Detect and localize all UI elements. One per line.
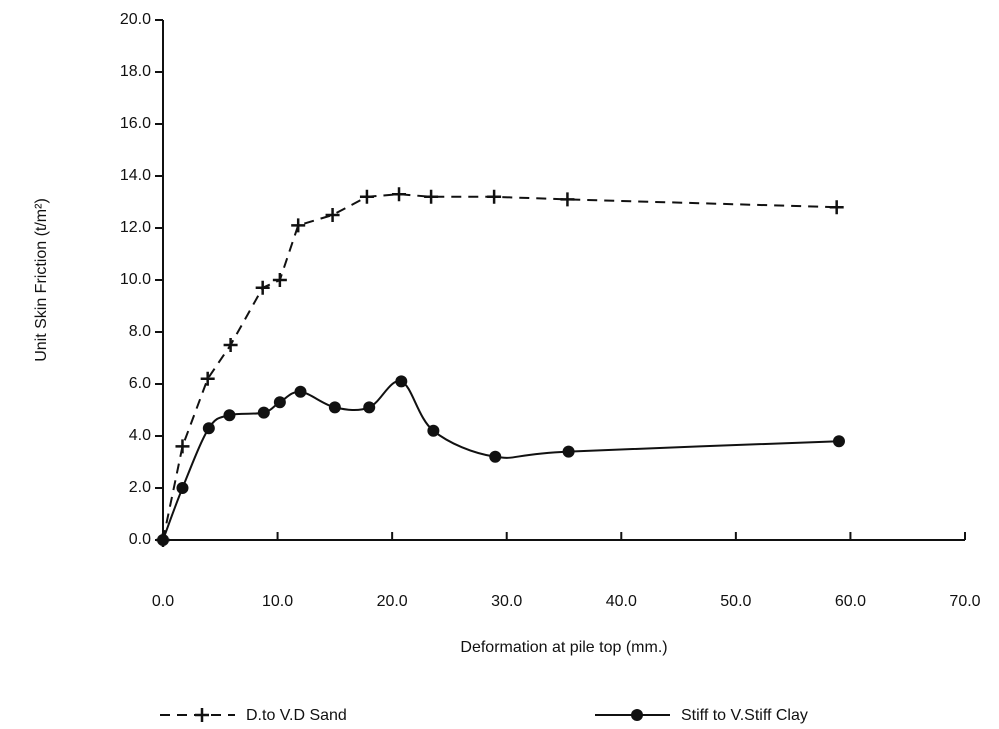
x-tick-label: 20.0 <box>377 593 408 610</box>
series-line <box>162 380 840 541</box>
data-point <box>200 371 215 386</box>
y-tick-label: 6.0 <box>129 375 151 392</box>
data-point <box>363 401 376 414</box>
data-point <box>255 280 270 295</box>
data-point <box>832 435 845 448</box>
y-tick-label: 18.0 <box>120 63 151 80</box>
data-point <box>424 189 439 204</box>
data-point <box>176 482 189 494</box>
legend-marker <box>631 709 643 721</box>
data-point <box>223 338 238 352</box>
x-tick-label: 70.0 <box>949 593 980 610</box>
x-axis-label: Deformation at pile top (mm.) <box>460 639 667 656</box>
data-point <box>294 385 307 398</box>
data-point <box>489 450 502 463</box>
y-tick-label: 20.0 <box>120 11 151 28</box>
data-point <box>392 187 407 202</box>
data-point <box>291 218 306 233</box>
y-tick-label: 12.0 <box>120 219 151 236</box>
data-point <box>325 208 340 222</box>
data-point <box>328 401 341 414</box>
y-tick-label: 2.0 <box>129 479 151 496</box>
x-tick-label: 50.0 <box>720 593 751 610</box>
data-point <box>202 422 215 435</box>
x-tick-label: 30.0 <box>491 593 522 610</box>
data-point <box>257 406 270 419</box>
y-tick-label: 16.0 <box>120 115 151 132</box>
y-axis-label: Unit Skin Friction (t/m²) <box>33 198 50 362</box>
legend-marker <box>195 708 209 722</box>
data-point <box>395 375 408 388</box>
legend-label: Stiff to V.Stiff Clay <box>681 707 808 724</box>
legend-label: D.to V.D Sand <box>246 707 347 724</box>
y-tick-label: 8.0 <box>129 323 151 340</box>
x-tick-label: 0.0 <box>152 593 174 610</box>
data-point <box>829 200 844 215</box>
data-point <box>272 273 287 287</box>
y-tick-label: 0.0 <box>129 531 151 548</box>
data-point <box>427 424 440 437</box>
data-point <box>560 192 575 207</box>
data-point <box>175 439 190 454</box>
data-point <box>273 396 286 409</box>
series-line <box>162 193 837 541</box>
x-tick-label: 60.0 <box>835 593 866 610</box>
data-point <box>223 409 236 422</box>
data-point <box>562 445 575 458</box>
y-tick-label: 10.0 <box>120 271 151 288</box>
x-tick-label: 40.0 <box>606 593 637 610</box>
y-tick-label: 4.0 <box>129 427 151 444</box>
data-point <box>157 534 169 546</box>
data-point <box>359 189 374 204</box>
y-tick-label: 14.0 <box>120 167 151 184</box>
data-point <box>487 189 502 204</box>
x-tick-label: 10.0 <box>262 593 293 610</box>
